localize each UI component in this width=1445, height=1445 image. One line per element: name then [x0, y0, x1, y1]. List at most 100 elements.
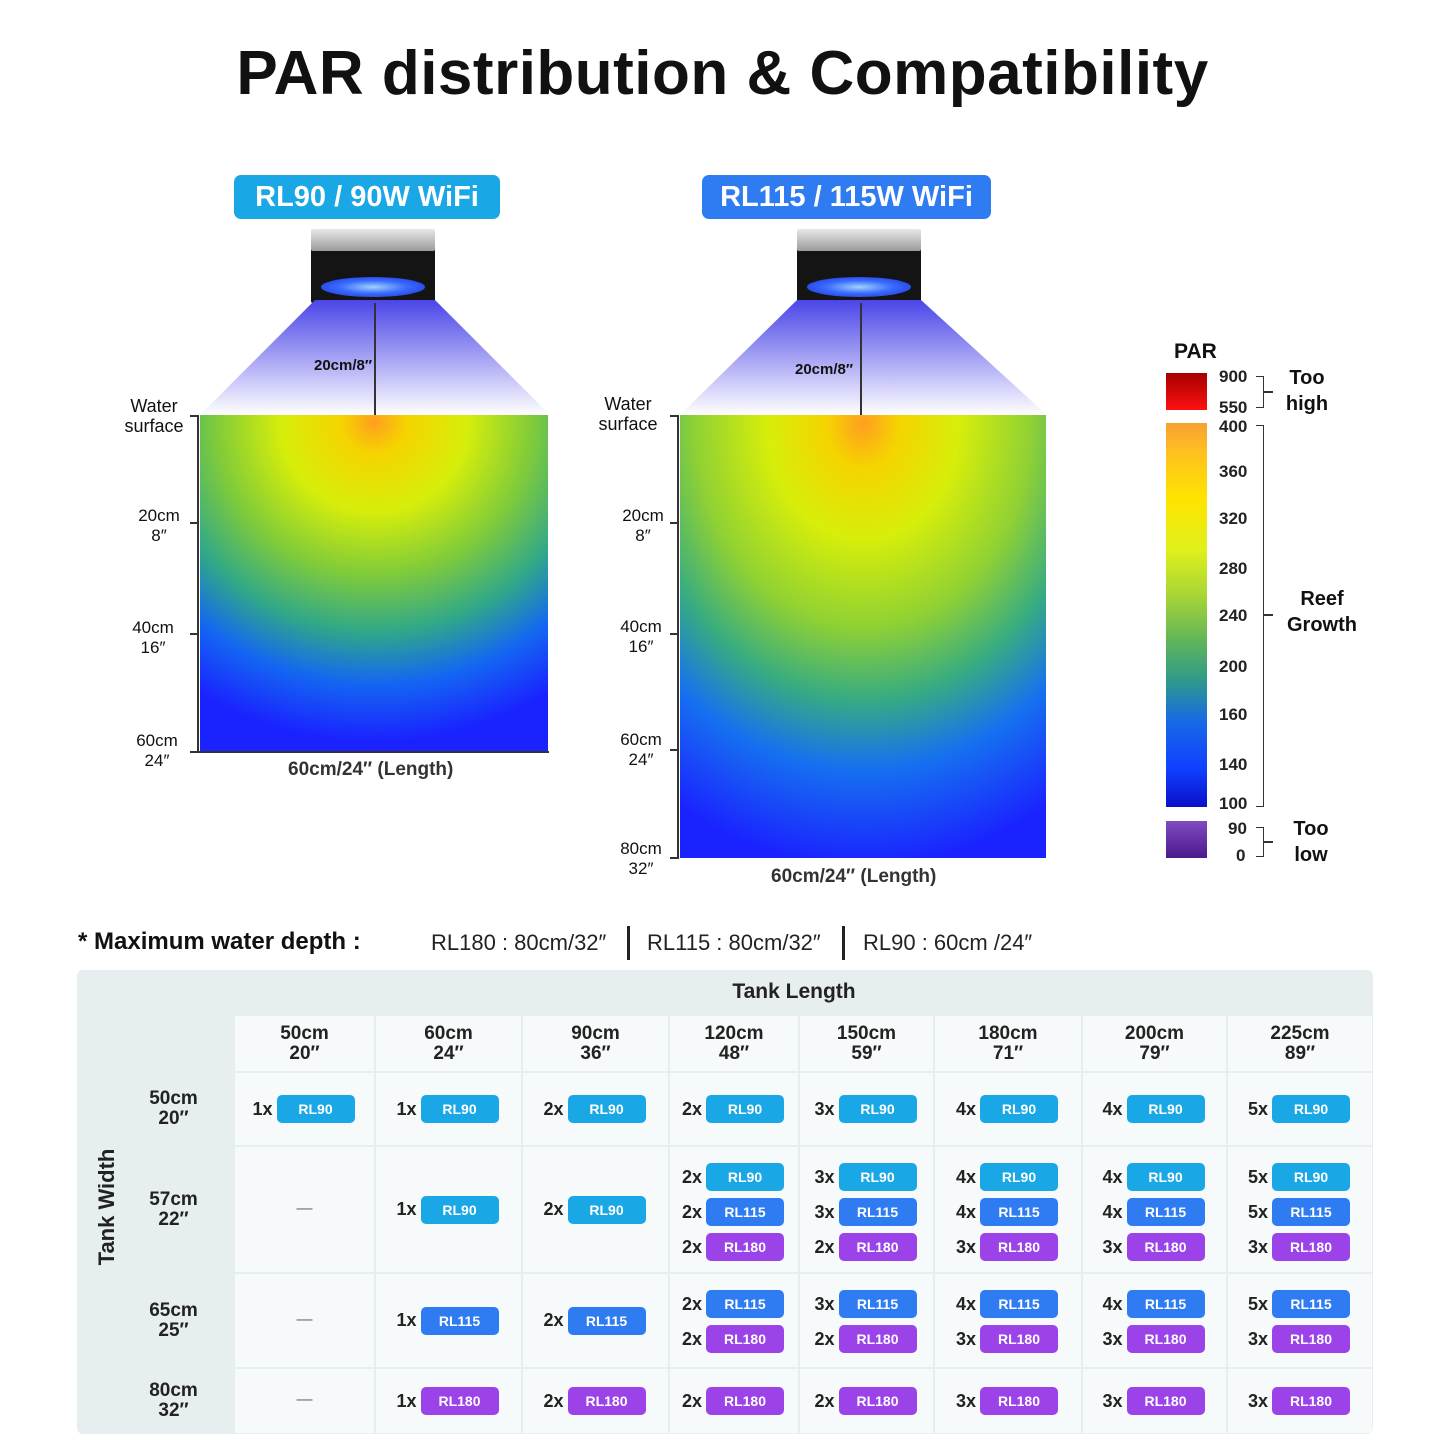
- light-count: 2x: [681, 1236, 702, 1257]
- light-count: 3x: [814, 1201, 835, 1222]
- model-pill-rl90: RL90: [980, 1163, 1058, 1191]
- rl115-depth-80: 80cm 32″: [620, 839, 662, 878]
- model-pill-rl90: RL90: [1272, 1095, 1350, 1123]
- light-recommendation: 4x RL90: [950, 1163, 1058, 1191]
- par-too-high-label: Too high: [1285, 367, 1329, 415]
- rl90-par-gradient: [200, 415, 548, 752]
- light-recommendation: 3x RL115: [809, 1290, 917, 1318]
- light-count: 5x: [1247, 1201, 1268, 1222]
- page-title: PAR distribution & Compatibility: [236, 39, 1209, 108]
- table-cell: 4x RL115 3x RL180: [935, 1274, 1081, 1367]
- row-header: 50cm 20″: [149, 1088, 198, 1129]
- light-count: 4x: [1102, 1166, 1123, 1187]
- empty-cell-mark: —: [296, 1391, 313, 1408]
- par-high-swatch: [1166, 373, 1207, 410]
- empty-cell-mark: —: [296, 1310, 313, 1328]
- light-recommendation: 2x RL180: [809, 1387, 917, 1415]
- rl90-depth-20: 20cm 8″: [138, 506, 180, 545]
- table-cell: 3x RL180: [1228, 1369, 1372, 1433]
- light-count: 4x: [955, 1293, 976, 1314]
- model-pill-rl90: RL90: [838, 1163, 917, 1191]
- rl90-height-label: 20cm/8″: [314, 357, 373, 374]
- light-count: 5x: [1247, 1166, 1268, 1187]
- model-pill-rl90: RL90: [706, 1095, 784, 1123]
- rl90-badge: RL90 / 90W WiFi: [234, 175, 500, 219]
- model-pill-rl180: RL180: [1126, 1325, 1205, 1353]
- model-pill-rl90: RL90: [1126, 1095, 1205, 1123]
- model-pill-rl115: RL115: [1272, 1198, 1350, 1226]
- light-count: 4x: [1102, 1293, 1123, 1314]
- max-depth-rl115: RL115 : 80cm/32″: [647, 930, 821, 955]
- light-count: 3x: [814, 1293, 835, 1314]
- max-depth-label: * Maximum water depth :: [78, 928, 361, 955]
- light-recommendation: 2x RL180: [809, 1233, 917, 1261]
- light-recommendation: 5x RL115: [1242, 1198, 1350, 1226]
- model-pill-rl180: RL180: [838, 1387, 917, 1415]
- light-count: 3x: [1247, 1236, 1268, 1257]
- light-recommendation: 3x RL180: [1097, 1233, 1205, 1261]
- light-recommendation: 1x RL90: [391, 1095, 499, 1123]
- rl115-height-label: 20cm/8″: [795, 361, 854, 378]
- table-cell: 2x RL180: [670, 1369, 798, 1433]
- model-pill-rl180: RL180: [980, 1325, 1058, 1353]
- column-header: 60cm 24″: [376, 1016, 521, 1071]
- light-recommendation: 1x RL90: [391, 1195, 499, 1224]
- model-pill-rl180: RL180: [1272, 1325, 1350, 1353]
- light-recommendation: 2x RL90: [538, 1095, 646, 1123]
- par-value-400: 400: [1219, 417, 1248, 436]
- model-pill-rl115: RL115: [706, 1198, 784, 1226]
- par-reef-growth-label: Reef Growth: [1287, 588, 1357, 636]
- column-header: 150cm 59″: [800, 1016, 933, 1071]
- table-cell: 4x RL90: [1083, 1073, 1226, 1145]
- table-cell: 1x RL115: [376, 1274, 521, 1367]
- column-header: 50cm 20″: [235, 1016, 374, 1071]
- light-recommendation: 5x RL90: [1242, 1163, 1350, 1191]
- model-pill-rl90: RL90: [980, 1095, 1058, 1123]
- model-pill-rl115: RL115: [420, 1306, 499, 1335]
- light-recommendation: 3x RL90: [809, 1095, 917, 1123]
- light-recommendation: 3x RL180: [950, 1233, 1058, 1261]
- light-recommendation: 4x RL90: [1097, 1163, 1205, 1191]
- light-count: 2x: [681, 1098, 702, 1119]
- rl115-badge: RL115 / 115W WiFi: [702, 175, 991, 219]
- light-count: 3x: [1247, 1328, 1268, 1349]
- light-recommendation: 2x RL180: [538, 1387, 646, 1415]
- light-count: 3x: [814, 1098, 835, 1119]
- par-value-90: 90: [1228, 819, 1247, 838]
- light-count: 2x: [814, 1328, 835, 1349]
- column-header: 180cm 71″: [935, 1016, 1081, 1071]
- rl115-par-gradient: [680, 415, 1046, 858]
- light-count: 3x: [1102, 1390, 1123, 1411]
- light-count: 2x: [543, 1390, 564, 1411]
- model-pill-rl180: RL180: [706, 1325, 784, 1353]
- light-count: 3x: [1102, 1328, 1123, 1349]
- table-cell: 2x RL115: [523, 1274, 668, 1367]
- model-pill-rl180: RL180: [706, 1387, 784, 1415]
- model-pill-rl90: RL90: [1126, 1163, 1205, 1191]
- light-count: 2x: [543, 1310, 564, 1330]
- table-cell: 3x RL180: [1083, 1369, 1226, 1433]
- light-recommendation: 4x RL115: [1097, 1290, 1205, 1318]
- rl90-par-map: [200, 415, 548, 752]
- light-count: 5x: [1247, 1293, 1268, 1314]
- rl115-par-map: [680, 415, 1046, 858]
- model-pill-rl180: RL180: [1272, 1233, 1350, 1261]
- model-pill-rl90: RL90: [567, 1195, 646, 1224]
- table-cell: 3x RL90 3x RL115 2x RL180: [800, 1147, 933, 1272]
- light-count: 3x: [955, 1328, 976, 1349]
- table-cell: 1x RL90: [235, 1073, 374, 1145]
- light-recommendation: 3x RL180: [1097, 1387, 1205, 1415]
- table-cell: 3x RL115 2x RL180: [800, 1274, 933, 1367]
- par-scale-bar: [1166, 423, 1207, 807]
- tank-length-header: Tank Length: [732, 980, 856, 1003]
- model-pill-rl180: RL180: [838, 1325, 917, 1353]
- rl90-depth-40: 40cm 16″: [132, 618, 174, 657]
- par-value-320: 320: [1219, 509, 1248, 528]
- par-value-160: 160: [1219, 705, 1248, 724]
- table-cell: 2x RL180: [800, 1369, 933, 1433]
- table-cell: 3x RL90: [800, 1073, 933, 1145]
- rl115-depth-40: 40cm 16″: [620, 617, 662, 656]
- model-pill-rl180: RL180: [838, 1233, 917, 1261]
- rl115-depth-20: 20cm 8″: [622, 506, 664, 545]
- light-count: 2x: [814, 1236, 835, 1257]
